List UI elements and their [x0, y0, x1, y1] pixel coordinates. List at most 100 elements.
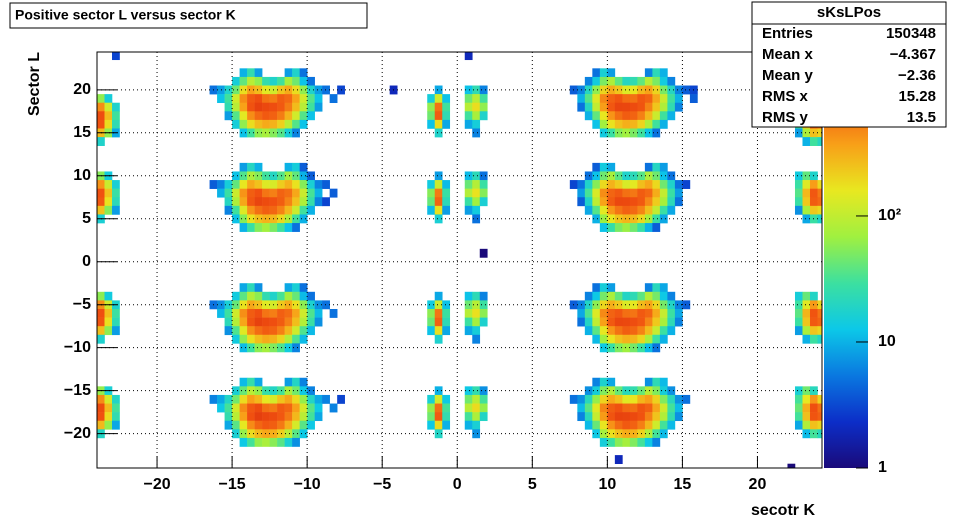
cell	[247, 403, 255, 413]
cell	[442, 403, 451, 413]
cell	[614, 102, 623, 112]
cell	[652, 420, 661, 430]
cell	[254, 326, 263, 336]
cell	[802, 137, 811, 146]
cell	[479, 317, 488, 327]
cell	[809, 412, 818, 422]
cell	[217, 188, 225, 198]
cell	[284, 76, 293, 86]
cell	[809, 291, 818, 301]
cell	[644, 180, 653, 189]
cell	[584, 420, 593, 430]
cell	[292, 94, 300, 104]
cell	[292, 85, 300, 95]
cell	[247, 94, 255, 104]
cell	[104, 412, 113, 422]
cell	[659, 283, 668, 293]
cell	[292, 394, 300, 404]
cell	[262, 85, 270, 95]
cell	[464, 308, 473, 318]
cell	[809, 420, 818, 430]
cell	[284, 128, 293, 138]
cell	[659, 403, 668, 413]
stats-value: 15.28	[898, 88, 936, 105]
cell	[637, 119, 646, 129]
stats-label: RMS y	[762, 109, 809, 126]
cell	[322, 85, 330, 95]
cell	[629, 180, 638, 189]
cell	[652, 386, 661, 396]
cell	[584, 308, 593, 318]
cell	[434, 188, 443, 198]
cell	[614, 420, 623, 430]
cell	[592, 420, 601, 430]
cell	[607, 412, 616, 422]
cell	[314, 300, 323, 310]
cell	[629, 420, 638, 430]
cell	[802, 326, 811, 336]
cell	[479, 94, 488, 104]
cell	[577, 308, 586, 318]
cell	[674, 180, 683, 189]
cell	[112, 102, 120, 112]
cell	[314, 94, 323, 104]
cell	[622, 128, 631, 138]
cell	[577, 102, 586, 112]
cell	[307, 291, 315, 301]
cell	[607, 223, 616, 232]
cell	[299, 197, 308, 207]
cell	[667, 308, 676, 318]
cell	[652, 394, 661, 404]
cell	[674, 102, 683, 112]
cell	[464, 205, 473, 215]
cell	[652, 343, 661, 353]
cell	[599, 162, 608, 172]
cell	[314, 102, 323, 112]
cell	[794, 386, 803, 396]
cell	[239, 377, 248, 387]
cell	[464, 94, 473, 104]
cell	[254, 403, 263, 413]
cell	[659, 205, 668, 215]
cell	[299, 291, 308, 301]
cell	[592, 171, 601, 181]
cell	[269, 205, 278, 215]
cell	[607, 394, 616, 404]
cell	[97, 197, 105, 207]
cell	[254, 171, 263, 181]
cell	[97, 137, 105, 146]
cell	[307, 300, 315, 310]
cell	[434, 386, 443, 396]
cell	[622, 386, 631, 396]
cell	[622, 394, 631, 404]
cell	[224, 94, 233, 104]
cell	[584, 111, 593, 121]
cell	[254, 188, 263, 198]
cell	[232, 111, 240, 121]
cell	[262, 386, 270, 396]
cell	[592, 68, 601, 78]
cell	[254, 223, 263, 232]
cell	[247, 180, 255, 189]
cell	[269, 403, 278, 413]
cell	[607, 205, 616, 215]
cell	[277, 111, 285, 121]
cell	[637, 188, 646, 198]
cell	[479, 412, 488, 422]
cell	[622, 197, 631, 207]
cell	[464, 420, 473, 430]
cell	[629, 205, 638, 215]
cell	[472, 214, 481, 224]
cell	[584, 171, 593, 181]
stats-value: 13.5	[907, 109, 936, 126]
cell	[269, 326, 278, 336]
cell	[442, 308, 451, 318]
cell	[637, 394, 646, 404]
cell	[254, 317, 263, 327]
cell	[599, 68, 608, 78]
cell	[667, 403, 676, 413]
cell	[607, 162, 616, 172]
cell	[442, 102, 451, 112]
cell	[254, 308, 263, 318]
cell	[667, 386, 676, 396]
